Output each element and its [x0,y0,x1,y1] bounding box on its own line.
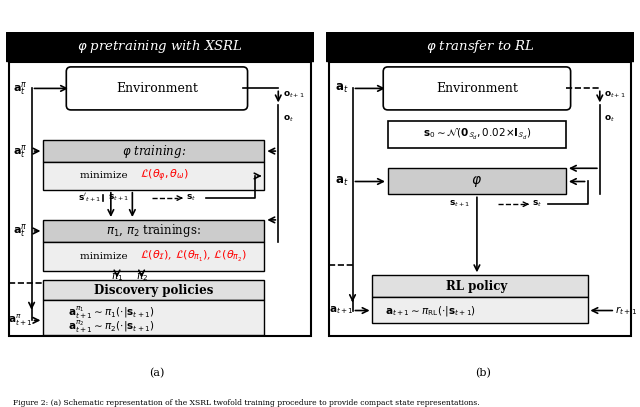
Text: $\mathbf{a}_{t+1}$: $\mathbf{a}_{t+1}$ [330,304,354,316]
Text: Environment: Environment [436,82,518,95]
Text: $\mathbf{o}_{t}$: $\mathbf{o}_{t}$ [604,114,616,125]
Text: $\varphi$ transfer to RL: $\varphi$ transfer to RL [426,38,534,55]
Text: $\mathbf{o}_{t}$: $\mathbf{o}_{t}$ [283,114,294,125]
Text: $\mathbf{a}_t$: $\mathbf{a}_t$ [335,82,349,95]
Text: $\mathcal{L}(\theta_{\varphi}, \theta_{\omega})$: $\mathcal{L}(\theta_{\varphi}, \theta_{\… [140,168,189,184]
Text: minimize: minimize [80,171,131,180]
Text: $\varphi$ training:: $\varphi$ training: [122,142,186,160]
Text: $\mathbf{a}_{t+1}^{\pi_1} \sim \pi_1(\cdot|\mathbf{s}_{t+1})$: $\mathbf{a}_{t+1}^{\pi_1} \sim \pi_1(\cd… [68,305,154,322]
FancyBboxPatch shape [44,280,264,300]
Text: $\mathbf{s}_0{\sim}\mathcal{N}(\mathbf{0}_{\mathcal{S}_d},0.02{\times}\mathbf{I}: $\mathbf{s}_0{\sim}\mathcal{N}(\mathbf{0… [423,127,531,142]
FancyBboxPatch shape [329,62,631,336]
Text: $\mathbf{o}_{t+1}$: $\mathbf{o}_{t+1}$ [283,89,305,100]
Text: $\varphi$ pretraining with XSRL: $\varphi$ pretraining with XSRL [77,38,243,55]
Text: $\mathbf{a}_{t+1}^{\pi_2} \sim \pi_2(\cdot|\mathbf{s}_{t+1})$: $\mathbf{a}_{t+1}^{\pi_2} \sim \pi_2(\cd… [68,319,154,335]
Text: $\mathbf{s}_{t}$: $\mathbf{s}_{t}$ [532,199,542,210]
Text: (b): (b) [476,368,491,379]
Text: $\mathbf{s}_{t+1}$: $\mathbf{s}_{t+1}$ [108,193,129,204]
Text: $\mathbf{a}_t^{\pi}$: $\mathbf{a}_t^{\pi}$ [13,223,28,239]
FancyBboxPatch shape [44,242,264,271]
FancyBboxPatch shape [6,32,314,61]
Text: minimize: minimize [80,252,131,261]
FancyBboxPatch shape [372,275,588,297]
FancyBboxPatch shape [383,67,571,110]
Text: $\mathbf{a}_t^{\pi}$: $\mathbf{a}_t^{\pi}$ [13,80,28,97]
Text: $\pi_2$: $\pi_2$ [136,271,148,282]
FancyBboxPatch shape [44,162,264,190]
FancyBboxPatch shape [388,168,566,195]
FancyBboxPatch shape [44,220,264,242]
Text: $\mathcal{L}(\theta_{\mathcal{I}})$, $\mathcal{L}(\theta_{\pi_1})$, $\mathcal{L}: $\mathcal{L}(\theta_{\mathcal{I}})$, $\m… [140,249,247,264]
Text: $r_{t+1}$: $r_{t+1}$ [615,304,637,317]
Text: $\mathbf{s}'_{t+1}$: $\mathbf{s}'_{t+1}$ [79,192,102,204]
Text: Environment: Environment [116,82,198,95]
Text: $\mathbf{o}_{t+1}$: $\mathbf{o}_{t+1}$ [604,89,627,100]
Text: Discovery policies: Discovery policies [94,284,214,297]
Text: $\mathbf{a}_t^{\pi}$: $\mathbf{a}_t^{\pi}$ [13,142,28,160]
Text: $\mathbf{s}_{t}$: $\mathbf{s}_{t}$ [186,193,196,204]
Text: $\mathbf{s}_{t+1}$: $\mathbf{s}_{t+1}$ [449,199,470,210]
FancyBboxPatch shape [67,67,248,110]
FancyBboxPatch shape [44,140,264,162]
Text: $\mathbf{a}_{t+1} \sim \pi_{\mathrm{RL}}(\cdot|\mathbf{s}_{t+1})$: $\mathbf{a}_{t+1} \sim \pi_{\mathrm{RL}}… [385,304,476,317]
Text: $\varphi$: $\varphi$ [472,174,483,189]
Text: $\mathbf{a}_{t+1}^{\pi}$: $\mathbf{a}_{t+1}^{\pi}$ [8,313,33,328]
FancyBboxPatch shape [44,300,264,335]
Text: $\mathbf{a}_t$: $\mathbf{a}_t$ [335,175,349,188]
FancyBboxPatch shape [372,297,588,324]
FancyBboxPatch shape [388,120,566,148]
Text: RL policy: RL policy [446,280,508,293]
Text: Figure 2: (a) Schematic representation of the XSRL twofold training procedure to: Figure 2: (a) Schematic representation o… [13,399,479,407]
Text: $\pi_1$, $\pi_2$ trainings:: $\pi_1$, $\pi_2$ trainings: [106,223,201,239]
FancyBboxPatch shape [9,62,311,336]
Text: $\pi_1$: $\pi_1$ [111,271,123,282]
FancyBboxPatch shape [326,32,634,61]
Text: (a): (a) [149,368,164,379]
